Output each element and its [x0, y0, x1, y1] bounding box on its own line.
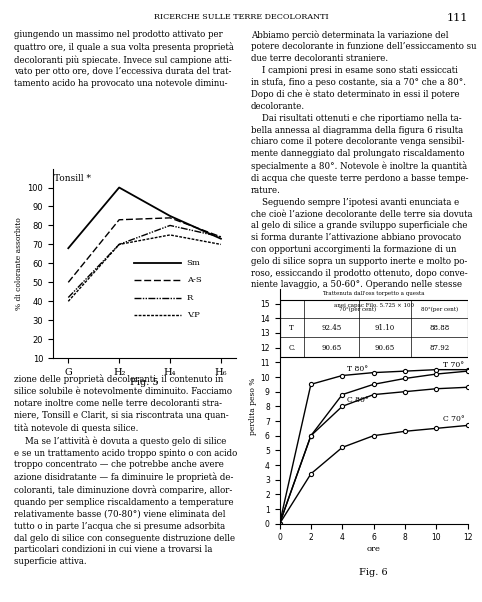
Text: giungendo un massimo nel prodotto attivato per
quattro ore, il quale a sua volta: giungendo un massimo nel prodotto attiva… [14, 30, 234, 88]
Text: Tonsill *: Tonsill * [54, 174, 91, 183]
Text: 111: 111 [446, 13, 468, 23]
Text: Fig. 6: Fig. 6 [359, 568, 388, 577]
Text: C 80°: C 80° [347, 396, 369, 404]
Text: Fig. 5: Fig. 5 [130, 377, 159, 386]
Text: R: R [187, 294, 193, 302]
Text: zione delle proprietà decoloranti, il contenuto in
silice solubile è notevolment: zione delle proprietà decoloranti, il co… [14, 374, 238, 566]
Text: T 80°: T 80° [347, 365, 368, 373]
Y-axis label: % di colorante assorbito: % di colorante assorbito [15, 217, 24, 310]
X-axis label: ore: ore [367, 545, 380, 553]
Text: V.P: V.P [187, 311, 200, 318]
Text: T 70°: T 70° [443, 361, 464, 369]
Text: Abbiamo perciò determinata la variazione del
potere decolorante in funzione dell: Abbiamo perciò determinata la variazione… [251, 30, 476, 290]
Y-axis label: perdita peso %: perdita peso % [250, 377, 257, 435]
Text: C 70°: C 70° [442, 415, 464, 423]
Text: RICERCHE SULLE TERRE DECOLORANTI: RICERCHE SULLE TERRE DECOLORANTI [154, 13, 328, 21]
Text: Sm: Sm [187, 259, 201, 267]
Text: A-S: A-S [187, 276, 201, 284]
